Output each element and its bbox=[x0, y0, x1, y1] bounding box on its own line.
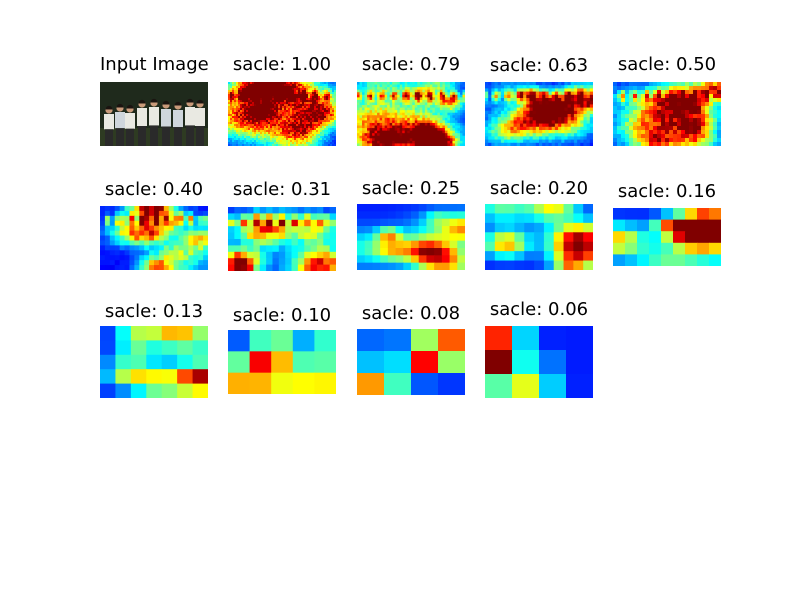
panel-scale-0-79: sacle: 0.79 bbox=[357, 54, 465, 146]
panel-scale-0-25: sacle: 0.25 bbox=[357, 178, 465, 272]
panel-title: sacle: 0.63 bbox=[489, 55, 589, 76]
heatmap-cells bbox=[100, 206, 208, 270]
heatmap-cells bbox=[613, 82, 721, 146]
panel-title: sacle: 0.25 bbox=[361, 178, 461, 199]
panel-scale-0-63: sacle: 0.63 bbox=[485, 54, 593, 146]
panel-title: sacle: 0.31 bbox=[232, 179, 332, 200]
heatmap-cells bbox=[228, 330, 336, 394]
heatmap-image bbox=[100, 326, 208, 398]
people-silhouettes bbox=[104, 98, 205, 146]
heatmap-image bbox=[485, 82, 593, 146]
panel-scale-0-10: sacle: 0.10 bbox=[228, 305, 336, 397]
panel-scale-0-31: sacle: 0.31 bbox=[228, 179, 336, 271]
heatmap-image bbox=[357, 82, 465, 146]
panel-title: sacle: 0.10 bbox=[232, 305, 332, 326]
heatmap-image bbox=[100, 206, 208, 270]
panel-title: sacle: 0.06 bbox=[489, 299, 589, 320]
panel-title: sacle: 0.20 bbox=[489, 178, 589, 199]
panel-title: sacle: 0.08 bbox=[361, 303, 461, 324]
heatmap-cells bbox=[228, 207, 336, 271]
heatmap-image bbox=[228, 82, 336, 146]
panel-title: sacle: 0.16 bbox=[617, 181, 717, 202]
heatmap-image bbox=[228, 207, 336, 271]
heatmap-cells bbox=[613, 208, 721, 266]
heatmap-image bbox=[228, 330, 336, 394]
panel-scale-0-06: sacle: 0.06 bbox=[485, 299, 593, 399]
heatmap-cells bbox=[485, 326, 593, 398]
panel-scale-0-13: sacle: 0.13 bbox=[100, 301, 208, 399]
panel-input: Input Image bbox=[100, 54, 209, 146]
heatmap-cells bbox=[485, 204, 593, 270]
panel-scale-0-20: sacle: 0.20 bbox=[485, 178, 593, 272]
panel-title: sacle: 0.13 bbox=[104, 301, 204, 322]
heatmap-cells bbox=[357, 329, 465, 395]
heatmap-image bbox=[357, 329, 465, 395]
heatmap-cells bbox=[228, 82, 336, 146]
heatmap-cells bbox=[100, 326, 208, 398]
panel-title: Input Image bbox=[100, 54, 209, 75]
panel-title: sacle: 0.40 bbox=[104, 179, 204, 200]
heatmap-image bbox=[357, 204, 465, 270]
heatmap-cells bbox=[357, 204, 465, 270]
input-image bbox=[100, 82, 208, 146]
panel-scale-0-40: sacle: 0.40 bbox=[100, 179, 208, 271]
heatmap-image bbox=[485, 204, 593, 270]
panel-scale-0-08: sacle: 0.08 bbox=[357, 303, 465, 397]
heatmap-cells bbox=[485, 82, 593, 146]
panel-title: sacle: 0.79 bbox=[361, 54, 461, 75]
panel-scale-0-16: sacle: 0.16 bbox=[613, 181, 721, 269]
heatmap-image bbox=[613, 208, 721, 266]
heatmap-image bbox=[613, 82, 721, 146]
panel-title: sacle: 1.00 bbox=[232, 54, 332, 75]
panel-scale-0-50: sacle: 0.50 bbox=[613, 54, 721, 146]
panel-scale-1-00: sacle: 1.00 bbox=[228, 54, 336, 146]
panel-title: sacle: 0.50 bbox=[617, 54, 717, 75]
heatmap-cells bbox=[357, 82, 465, 146]
heatmap-image bbox=[485, 326, 593, 398]
